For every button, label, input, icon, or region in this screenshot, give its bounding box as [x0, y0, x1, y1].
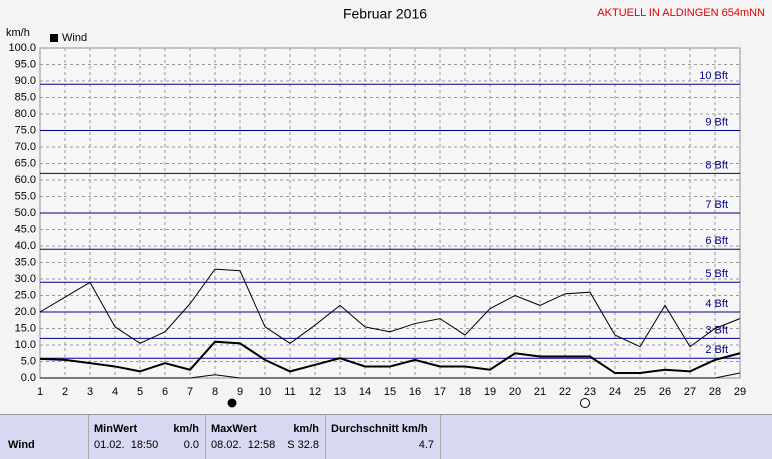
row-label: Wind [8, 439, 35, 451]
y-tick-label: 0.0 [21, 372, 36, 384]
y-tick-label: 65.0 [15, 157, 36, 169]
x-tick-label: 29 [734, 386, 746, 398]
y-tick-label: 25.0 [15, 289, 36, 301]
y-tick-label: 30.0 [15, 273, 36, 285]
series-line [39, 268, 741, 348]
y-tick-label: 10.0 [15, 339, 36, 351]
x-tick-label: 11 [284, 386, 295, 398]
x-tick-label: 1 [37, 386, 43, 398]
x-tick-label: 14 [359, 386, 371, 398]
x-tick-label: 5 [137, 386, 143, 398]
beaufort-label: 6 Bft [705, 235, 728, 247]
x-tick-label: 20 [509, 386, 521, 398]
max-header: MaxWert [211, 423, 257, 435]
y-axis-label: km/h [6, 27, 30, 39]
min-unit: km/h [173, 423, 199, 435]
x-tick-label: 12 [309, 386, 321, 398]
min-header: MinWert [94, 423, 138, 435]
beaufort-label: 9 Bft [705, 116, 728, 128]
min-value: 0.0 [183, 439, 199, 451]
min-date: 01.02. 18:50 [94, 439, 159, 451]
y-tick-label: 35.0 [15, 256, 36, 268]
beaufort-label: 2 Bft [705, 344, 728, 356]
y-tick-label: 5.0 [21, 355, 36, 367]
series-line [40, 372, 741, 379]
x-tick-label: 18 [459, 386, 471, 398]
x-tick-label: 19 [484, 386, 496, 398]
x-tick-label: 26 [659, 386, 671, 398]
max-unit: km/h [293, 423, 319, 435]
x-tick-label: 2 [62, 386, 68, 398]
x-tick-label: 16 [409, 386, 421, 398]
max-cell: MaxWert km/h 08.02. 12:58 S 32.8 [205, 415, 326, 459]
x-tick-label: 24 [609, 386, 621, 398]
max-value: S 32.8 [287, 439, 319, 451]
y-tick-label: 80.0 [15, 108, 36, 120]
y-tick-label: 70.0 [15, 141, 36, 153]
x-tick-label: 3 [87, 386, 93, 398]
x-tick-label: 25 [634, 386, 646, 398]
y-tick-label: 60.0 [15, 174, 36, 186]
y-tick-label: 45.0 [15, 223, 36, 235]
x-tick-label: 21 [534, 386, 546, 398]
y-tick-label: 75.0 [15, 124, 36, 136]
avg-value: 4.7 [418, 439, 434, 451]
annotation: AKTUELL IN ALDINGEN 654mNN [597, 7, 765, 19]
beaufort-label: 3 Bft [705, 324, 728, 336]
x-tick-label: 9 [237, 386, 243, 398]
chart-title: Februar 2016 [343, 6, 427, 22]
avg-cell: Durchschnitt km/h 4.7 [325, 415, 441, 459]
y-tick-label: 40.0 [15, 240, 36, 252]
beaufort-label: 10 Bft [699, 70, 728, 82]
x-tick-label: 22 [559, 386, 571, 398]
x-tick-label: 15 [384, 386, 396, 398]
y-tick-label: 85.0 [15, 91, 36, 103]
beaufort-label: 7 Bft [705, 199, 728, 211]
new-moon-icon [227, 398, 237, 408]
y-tick-label: 50.0 [15, 207, 36, 219]
x-tick-label: 6 [162, 386, 168, 398]
y-tick-label: 100.0 [8, 42, 36, 54]
legend-label: Wind [62, 32, 87, 44]
x-tick-label: 7 [187, 386, 193, 398]
x-tick-label: 8 [212, 386, 218, 398]
beaufort-label: 8 Bft [705, 159, 728, 171]
row-label-cell: Wind [0, 415, 89, 459]
y-tick-label: 95.0 [15, 58, 36, 70]
x-tick-label: 13 [334, 386, 346, 398]
x-tick-label: 28 [709, 386, 721, 398]
y-tick-label: 15.0 [15, 322, 36, 334]
x-tick-label: 23 [584, 386, 596, 398]
beaufort-label: 4 Bft [705, 298, 728, 310]
x-tick-label: 27 [684, 386, 696, 398]
min-cell: MinWert km/h 01.02. 18:50 0.0 [88, 415, 206, 459]
x-tick-label: 10 [259, 386, 271, 398]
beaufort-label: 5 Bft [705, 268, 728, 280]
series-line [39, 340, 741, 375]
y-tick-label: 90.0 [15, 75, 36, 87]
max-date: 08.02. 12:58 [211, 439, 276, 451]
chart: Februar 2016 AKTUELL IN ALDINGEN 654mNN … [6, 6, 765, 408]
summary-table: Wind MinWert km/h 01.02. 18:50 0.0 MaxWe… [0, 414, 772, 459]
x-tick-label: 17 [434, 386, 446, 398]
avg-header: Durchschnitt km/h [331, 423, 428, 435]
x-tick-label: 4 [112, 386, 118, 398]
y-tick-label: 20.0 [15, 306, 36, 318]
y-tick-label: 55.0 [15, 190, 36, 202]
full-moon-icon [580, 398, 590, 408]
legend-swatch [50, 34, 58, 42]
